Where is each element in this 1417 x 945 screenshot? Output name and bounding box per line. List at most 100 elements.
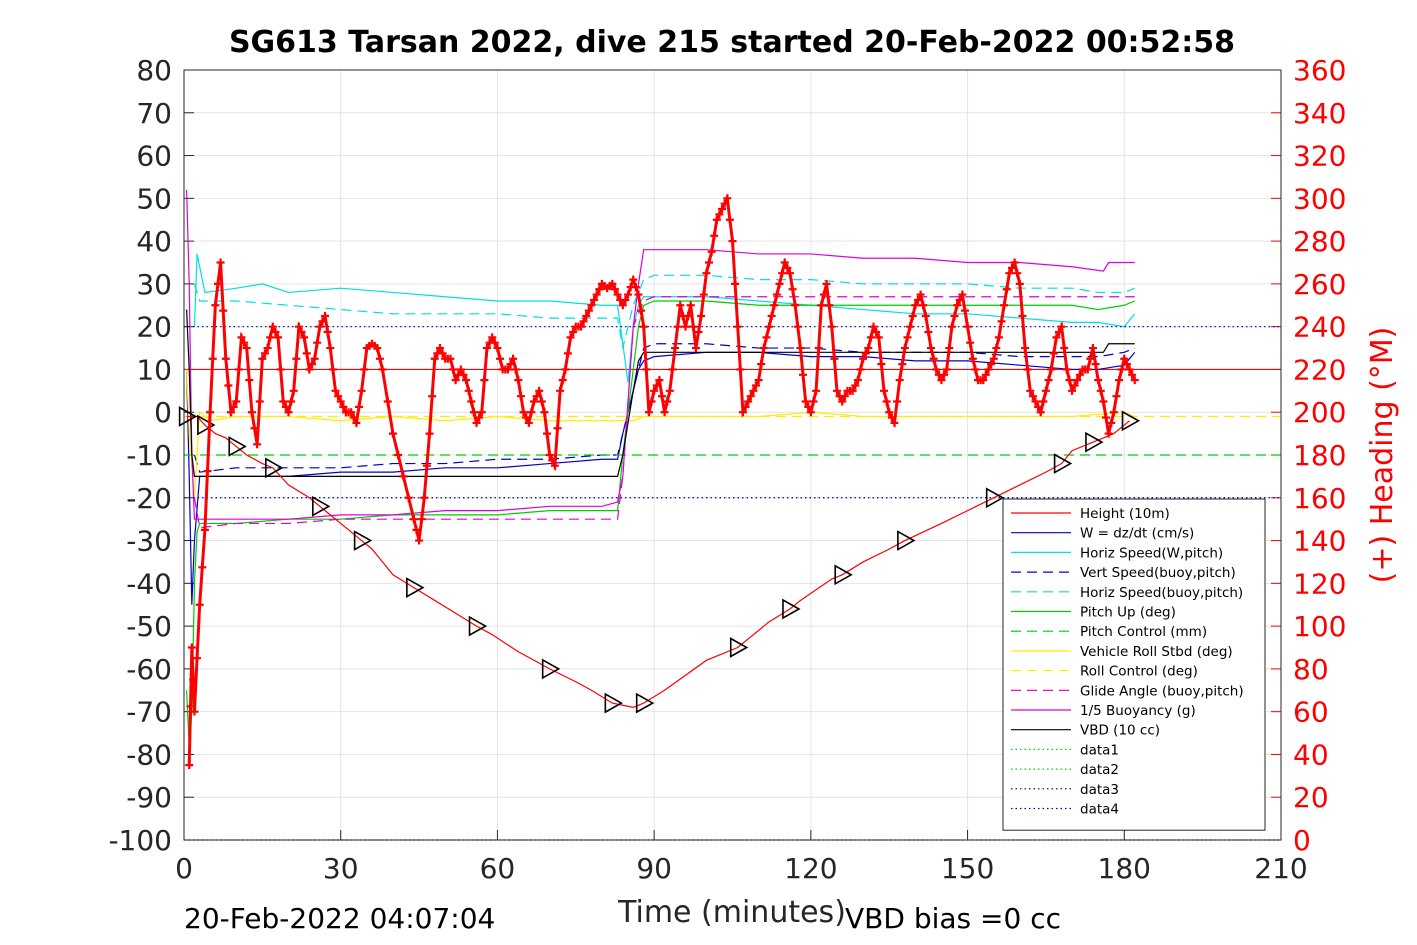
heading-marker (772, 290, 781, 299)
heading-marker (932, 365, 941, 374)
heading-marker (545, 451, 554, 459)
series-line-9 (193, 296, 1135, 529)
right-tick-label: 0 (1293, 824, 1311, 857)
legend-label-10: 1/5 Buoyancy (g) (1080, 703, 1196, 719)
legend-label-15: data4 (1080, 802, 1119, 818)
depth-marker (406, 577, 425, 598)
heading-marker (428, 392, 437, 401)
heading-marker (511, 365, 520, 374)
heading-marker (924, 328, 933, 337)
legend-label-12: data1 (1080, 742, 1119, 758)
heading-marker (456, 365, 465, 374)
heading-marker (947, 322, 956, 331)
depth-marker (468, 615, 488, 637)
heading-marker (650, 386, 659, 395)
heading-marker (276, 365, 285, 374)
legend: Height (10m) W = dz/dt (cm/s) Horiz Speed(… (1002, 498, 1266, 831)
heading-marker (1044, 376, 1053, 385)
heading-marker (592, 290, 601, 299)
heading-marker (1091, 360, 1100, 369)
heading-marker (488, 333, 497, 342)
series-line-10 (186, 189, 1135, 520)
heading-marker (950, 311, 959, 320)
heading-marker (206, 408, 215, 417)
heading-marker (770, 301, 779, 310)
heading-marker (208, 354, 217, 363)
heading-marker (305, 365, 314, 374)
heading-marker (281, 402, 290, 411)
heading-marker (890, 418, 899, 427)
heading-marker (1057, 322, 1066, 331)
y-tick-label: 30 (136, 268, 172, 301)
heading-marker (584, 306, 593, 315)
depth-marker (312, 495, 331, 517)
y-tick-label: 50 (136, 182, 172, 215)
heading-marker (1023, 365, 1032, 374)
heading-marker (785, 269, 794, 278)
heading-marker (438, 349, 447, 358)
heading-marker (704, 258, 713, 267)
heading-marker (409, 515, 418, 524)
depth-marker (897, 530, 916, 551)
depth-line (186, 415, 1130, 709)
heading-marker (582, 311, 591, 320)
heading-marker (1104, 429, 1113, 438)
y-tick-label: 70 (136, 97, 172, 130)
heading-marker (417, 515, 426, 524)
heading-marker (992, 344, 1001, 353)
heading-marker (754, 376, 763, 385)
heading-marker (621, 295, 630, 304)
depth-marker (1053, 453, 1073, 474)
heading-marker (1052, 333, 1061, 342)
heading-marker (310, 354, 319, 363)
heading-marker (872, 328, 881, 337)
heading-marker (519, 408, 528, 417)
heading-marker (657, 392, 666, 401)
heading-marker (1049, 349, 1058, 358)
heading-marker (297, 328, 306, 337)
heading-marker (323, 328, 332, 337)
heading-marker (328, 365, 337, 374)
heading-marker (655, 376, 664, 385)
heading-marker (569, 328, 578, 337)
heading-marker (1130, 376, 1139, 385)
heading-marker (927, 344, 936, 353)
heading-marker (629, 275, 638, 284)
heading-marker (313, 338, 322, 347)
heading-marker (587, 301, 596, 310)
depth-marker (985, 487, 1005, 509)
heading-marker (955, 295, 964, 304)
legend-label-4: Horiz Speed(buoy,pitch) (1080, 585, 1243, 601)
legend-label-5: Pitch Up (deg) (1080, 605, 1176, 621)
heading-marker (1096, 386, 1105, 395)
heading-marker (1018, 311, 1027, 320)
heading-marker (788, 285, 797, 294)
y-tick-label: 80 (136, 54, 172, 87)
heading-marker (900, 344, 909, 353)
heading-marker (383, 397, 392, 406)
heading-marker (268, 322, 277, 331)
heading-marker (394, 451, 403, 459)
right-tick-label: 220 (1293, 353, 1346, 386)
heading-marker (459, 370, 468, 379)
heading-marker (725, 215, 734, 224)
depth-marker (834, 564, 853, 586)
heading-marker (1125, 365, 1134, 374)
heading-marker (652, 381, 661, 390)
heading-marker (647, 397, 656, 406)
x-tick-label: 0 (175, 852, 193, 885)
heading-marker (840, 392, 849, 401)
heading-marker (610, 285, 619, 294)
heading-marker (783, 263, 792, 272)
heading-marker (404, 493, 413, 502)
heading-marker (490, 338, 499, 347)
chart-title: SG613 Tarsan 2022, dive 215 started 20-F… (229, 25, 1235, 60)
heading-marker (960, 306, 969, 315)
heading-marker (791, 301, 800, 310)
right-tick-label: 260 (1293, 268, 1346, 301)
heading-marker (987, 360, 996, 369)
heading-marker (388, 429, 397, 438)
heading-marker (1068, 386, 1077, 395)
heading-line (187, 193, 1137, 766)
heading-marker (240, 338, 249, 347)
